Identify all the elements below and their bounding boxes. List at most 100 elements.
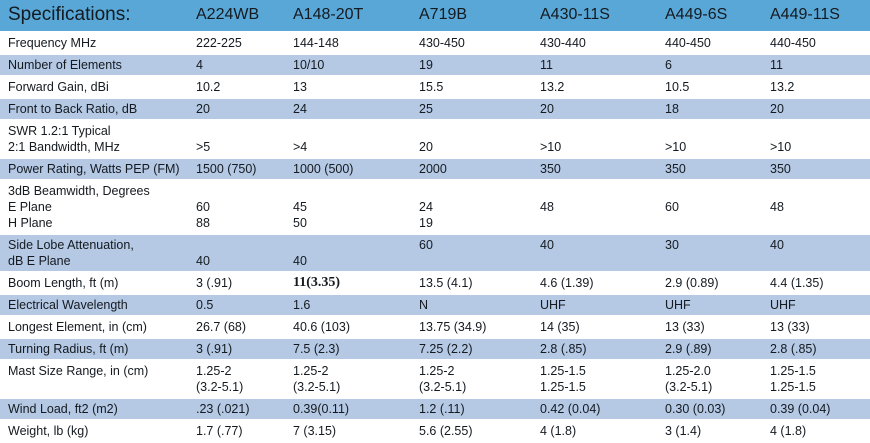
spec-value-cell: 7.25 (2.2): [419, 339, 540, 359]
spec-value-cell: 4.4 (1.35): [770, 273, 870, 293]
spec-value-cell: 4 (1.8): [770, 421, 870, 441]
row-label: Frequency MHz: [0, 33, 196, 53]
spec-value-cell: 7 (3.15): [293, 421, 419, 441]
table-row: SWR 1.2:1 Typical 2:1 Bandwidth, MHz >5 …: [0, 121, 870, 157]
row-label: Weight, lb (kg): [0, 421, 196, 441]
spec-value-cell: 24 19: [419, 181, 540, 233]
row-label: Mast Size Range, in (cm): [0, 361, 196, 397]
spec-value-cell: 0.39 (0.04): [770, 399, 870, 419]
spec-value-cell: 222-225: [196, 33, 293, 53]
spec-value-cell: 48: [770, 181, 870, 233]
row-label: Forward Gain, dBi: [0, 77, 196, 97]
row-label: Number of Elements: [0, 55, 196, 75]
spec-value-cell: 3 (.91): [196, 273, 293, 293]
spec-value-cell: 18: [665, 99, 770, 119]
table-row: Longest Element, in (cm) 26.7 (68) 40.6 (1…: [0, 317, 870, 337]
spec-value-cell: 0.39(0.11): [293, 399, 419, 419]
spec-value-cell: 40: [540, 235, 665, 271]
spec-value-cell: 13.2: [770, 77, 870, 97]
spec-value-cell: 20: [540, 99, 665, 119]
spec-value-cell: 1.6: [293, 295, 419, 315]
spec-value-cell: UHF: [540, 295, 665, 315]
table-row: Forward Gain, dBi 10.2 13 15.5 13.2 10.5 13.2: [0, 77, 870, 97]
spec-value-cell: 20: [419, 121, 540, 157]
spec-value-cell: 13 (33): [665, 317, 770, 337]
table-row: Front to Back Ratio, dB 20 24 25 20 18 20: [0, 99, 870, 119]
spec-value-cell: 40.6 (103): [293, 317, 419, 337]
row-label: Electrical Wavelength: [0, 295, 196, 315]
spec-value-cell: 19: [419, 55, 540, 75]
spec-value-cell: 430-440: [540, 33, 665, 53]
spec-value-cell: 1.25-2 (3.2-5.1): [419, 361, 540, 397]
row-label: Power Rating, Watts PEP (FM): [0, 159, 196, 179]
spec-value-cell: 0.42 (0.04): [540, 399, 665, 419]
spec-value-cell: 15.5: [419, 77, 540, 97]
spec-value-cell: 5.6 (2.55): [419, 421, 540, 441]
spec-value-cell: 0.30 (0.03): [665, 399, 770, 419]
spec-value-cell: 40: [196, 235, 293, 271]
spec-value-cell: 11: [540, 55, 665, 75]
spec-value-cell: 10/10: [293, 55, 419, 75]
table-row: Frequency MHz 222-225 144-148 430-450 430-44…: [0, 33, 870, 53]
spec-value-cell: 1.7 (.77): [196, 421, 293, 441]
spec-value-cell: 20: [196, 99, 293, 119]
table-row: Wind Load, ft2 (m2) .23 (.021) 0.39(0.11) 1…: [0, 399, 870, 419]
spec-value-cell: 0.5: [196, 295, 293, 315]
spec-value-cell: 2.9 (0.89): [665, 273, 770, 293]
spec-value-cell: 430-450: [419, 33, 540, 53]
column-header: A148-20T: [293, 0, 419, 31]
spec-value-cell: 26.7 (68): [196, 317, 293, 337]
spec-value-cell: 350: [770, 159, 870, 179]
spec-value-cell: 350: [540, 159, 665, 179]
spec-value-cell: 13.5 (4.1): [419, 273, 540, 293]
column-header: A449-11S: [770, 0, 870, 31]
spec-value-cell: 60: [419, 235, 540, 271]
spec-value-cell: 40: [293, 235, 419, 271]
table-row: Mast Size Range, in (cm) 1.25-2 (3.2-5.1)…: [0, 361, 870, 397]
column-header: A449-6S: [665, 0, 770, 31]
spec-value-cell: 1.25-1.5 1.25-1.5: [770, 361, 870, 397]
spec-value-cell: .23 (.021): [196, 399, 293, 419]
table-row: 3dB Beamwidth, Degrees E Plane H Plane 6…: [0, 181, 870, 233]
spec-value-cell: >5: [196, 121, 293, 157]
spec-value-cell: >10: [665, 121, 770, 157]
spec-value-cell: 11: [770, 55, 870, 75]
spec-value-cell: 13 (33): [770, 317, 870, 337]
spec-value-cell: 2.8 (.85): [540, 339, 665, 359]
spec-value-cell: 1000 (500): [293, 159, 419, 179]
table-title: Specifications:: [0, 0, 196, 31]
spec-value-cell: 4.6 (1.39): [540, 273, 665, 293]
spec-value-cell: >10: [770, 121, 870, 157]
table-row: Number of Elements 4 10/10 19 11 6 11: [0, 55, 870, 75]
spec-value-cell: 1.25-1.5 1.25-1.5: [540, 361, 665, 397]
row-label: Wind Load, ft2 (m2): [0, 399, 196, 419]
spec-value-cell: 3 (.91): [196, 339, 293, 359]
row-label: Turning Radius, ft (m): [0, 339, 196, 359]
spec-value-cell: 4: [196, 55, 293, 75]
spec-value-cell: 30: [665, 235, 770, 271]
spec-value-cell: 20: [770, 99, 870, 119]
spec-value-cell: 13.2: [540, 77, 665, 97]
spec-value-cell: 3 (1.4): [665, 421, 770, 441]
spec-value-cell: 350: [665, 159, 770, 179]
row-label: Longest Element, in (cm): [0, 317, 196, 337]
row-label: SWR 1.2:1 Typical 2:1 Bandwidth, MHz: [0, 121, 196, 157]
spec-value-cell: 13.75 (34.9): [419, 317, 540, 337]
spec-value-cell: 24: [293, 99, 419, 119]
spec-value-cell: 1.25-2.0 (3.2-5.1): [665, 361, 770, 397]
spec-value-cell: UHF: [770, 295, 870, 315]
column-header: A224WB: [196, 0, 293, 31]
table-row: Turning Radius, ft (m) 3 (.91) 7.5 (2.3) 7.…: [0, 339, 870, 359]
table-row: Weight, lb (kg) 1.7 (.77) 7 (3.15) 5.6 (2.5…: [0, 421, 870, 441]
spec-value-cell: 45 50: [293, 181, 419, 233]
spec-value-cell: 10.2: [196, 77, 293, 97]
table-row: Electrical Wavelength 0.5 1.6 N UHF UHF UHF: [0, 295, 870, 315]
spec-value-cell: 2.8 (.85): [770, 339, 870, 359]
spec-value-cell: 11(3.35): [293, 273, 419, 293]
spec-value-cell: 13: [293, 77, 419, 97]
spec-value-cell: 10.5: [665, 77, 770, 97]
spec-value-cell: 2000: [419, 159, 540, 179]
spec-value-cell: 1.2 (.11): [419, 399, 540, 419]
